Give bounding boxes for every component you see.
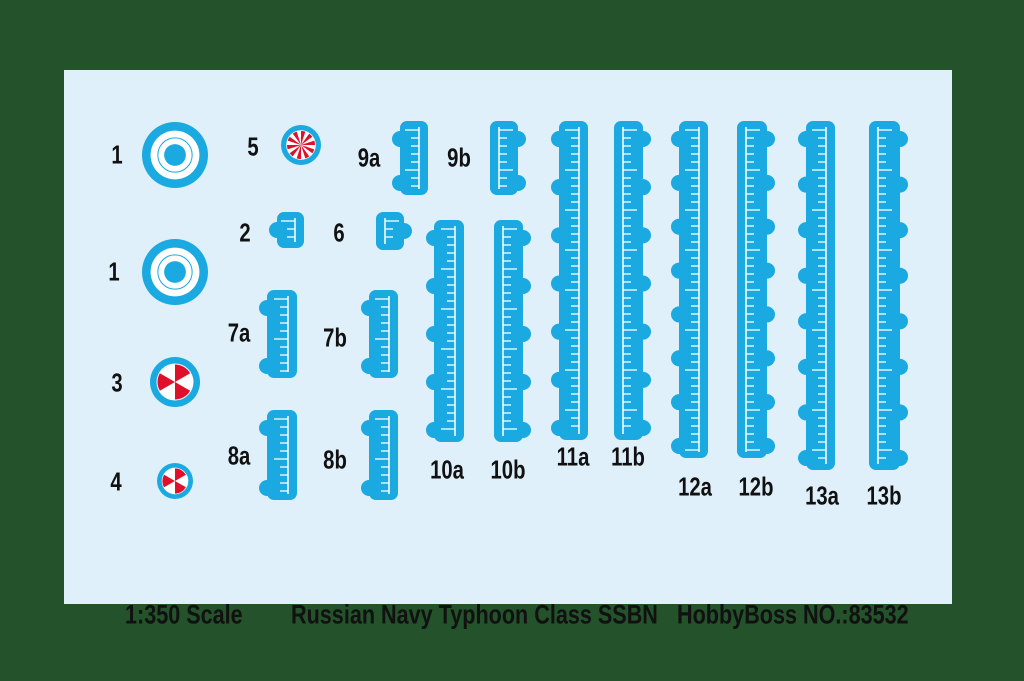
draught-mark-label: 8b (323, 444, 347, 475)
draught-mark-label: 9b (447, 142, 471, 173)
draught-mark-label: 8a (227, 440, 251, 471)
draught-mark-label: 7a (227, 317, 251, 348)
roundel-label: 1 (111, 139, 123, 170)
draught-mark-2 (269, 212, 304, 248)
draught-mark-label: 10a (430, 454, 464, 485)
draught-mark-label: 2 (239, 217, 251, 248)
draught-mark-7b (361, 290, 398, 378)
draught-mark-label: 13b (866, 480, 902, 511)
roundel-label: 3 (111, 367, 123, 398)
roundel-5 (281, 125, 321, 165)
draught-mark-label: 10b (490, 454, 526, 485)
roundel-label: 4 (110, 466, 122, 497)
draught-mark-11b (614, 121, 651, 440)
draught-mark-label: 7b (323, 322, 347, 353)
draught-mark-8b (361, 410, 398, 500)
draught-mark-6 (376, 212, 412, 250)
draught-mark-12a (671, 121, 708, 458)
draught-mark-label: 6 (333, 217, 345, 248)
draught-mark-7a (259, 290, 297, 378)
draught-mark-label: 12b (738, 471, 774, 502)
draught-mark-11a (551, 121, 588, 440)
brand-number: HobbyBoss NO.:83532 (677, 599, 909, 630)
draught-mark-8a (259, 410, 297, 500)
roundel-4 (157, 463, 193, 499)
decal-sheet: 1 1 3 4 5 2 6 9a 9b 7a 7b 8a 8b 10a 10b 11a 11b 12a 12b 13a… (64, 70, 952, 630)
sheet-title: Russian Navy Typhoon Class SSBN (291, 599, 658, 630)
scale-text: 1:350 Scale (125, 599, 243, 630)
draught-mark-13a (798, 121, 835, 470)
draught-mark-13b (869, 121, 908, 470)
roundel-1 (142, 122, 208, 188)
draught-mark-10b (494, 220, 531, 442)
draught-mark-label: 12a (678, 471, 712, 502)
draught-mark-12b (737, 121, 775, 458)
roundel-1 (142, 239, 208, 305)
draught-mark-10a (426, 220, 464, 442)
draught-mark-9b (490, 121, 526, 195)
roundel-label: 1 (108, 256, 120, 287)
roundel-label: 5 (247, 131, 259, 162)
draught-mark-label: 11a (556, 441, 590, 472)
draught-mark-label: 9a (357, 142, 381, 173)
roundel-3 (150, 357, 200, 407)
draught-mark-label: 13a (805, 480, 839, 511)
draught-mark-9a (392, 121, 428, 195)
draught-mark-label: 11b (611, 441, 645, 472)
